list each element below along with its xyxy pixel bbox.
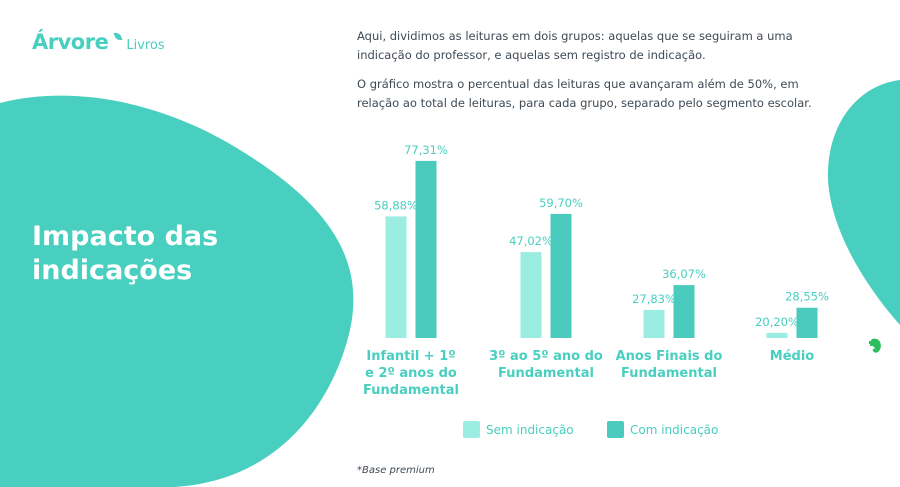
- category-label-0-line-1: e 2º anos do: [365, 366, 457, 381]
- description-paragraph-1: Aqui, dividimos as leituras em dois grup…: [357, 29, 793, 62]
- bar-com-1: [550, 213, 572, 338]
- legend-label-com: Com indicação: [630, 422, 719, 437]
- data-label-sem-3: 20,20%: [755, 315, 799, 329]
- data-label-com-1: 59,70%: [539, 196, 583, 210]
- data-label-sem-1: 47,02%: [509, 234, 553, 248]
- category-label-1-line-1: Fundamental: [498, 366, 594, 381]
- category-label-3-line-0: Médio: [770, 349, 815, 364]
- data-label-sem-2: 27,83%: [632, 292, 676, 306]
- category-label-2-line-1: Fundamental: [621, 366, 717, 381]
- left-teal-blob: [0, 95, 354, 487]
- description-paragraph-2: O gráfico mostra o percentual das leitur…: [357, 77, 812, 110]
- description: Aqui, dividimos as leituras em dois grup…: [357, 27, 817, 123]
- brand-name: Árvore: [32, 30, 109, 54]
- legend-label-sem: Sem indicação: [486, 422, 574, 437]
- data-label-com-0: 77,31%: [404, 143, 448, 157]
- legend-swatch-com: [607, 421, 624, 438]
- category-label-1-line-0: 3º ao 5º ano do: [489, 349, 603, 364]
- bar-sem-0: [385, 216, 407, 338]
- legend-item-com: Com indicação: [607, 421, 718, 438]
- page-title: Impacto das indicações: [32, 221, 219, 286]
- right-teal-blob: [827, 80, 900, 325]
- brand-logo: Árvore Livros: [32, 30, 165, 54]
- bar-sem-1: [520, 252, 542, 338]
- bar-com-3: [796, 307, 818, 338]
- category-label-2-line-0: Anos Finais do: [616, 349, 723, 364]
- data-label-com-3: 28,55%: [785, 290, 829, 304]
- footnote: *Base premium: [357, 465, 435, 476]
- data-label-com-2: 36,07%: [662, 267, 706, 281]
- data-label-sem-0: 58,88%: [374, 198, 418, 212]
- bar-com-0: [415, 160, 437, 338]
- legend-swatch-sem: [463, 421, 480, 438]
- category-label-0-line-0: Infantil + 1º: [366, 349, 455, 364]
- bar-com-2: [673, 285, 695, 338]
- legend-item-sem: Sem indicação: [463, 421, 574, 438]
- category-label-0-line-2: Fundamental: [363, 383, 459, 398]
- evernote-icon[interactable]: [869, 338, 883, 354]
- bar-sem-3: [766, 332, 788, 338]
- brand-sub: Livros: [126, 38, 165, 53]
- bar-sem-2: [643, 309, 665, 338]
